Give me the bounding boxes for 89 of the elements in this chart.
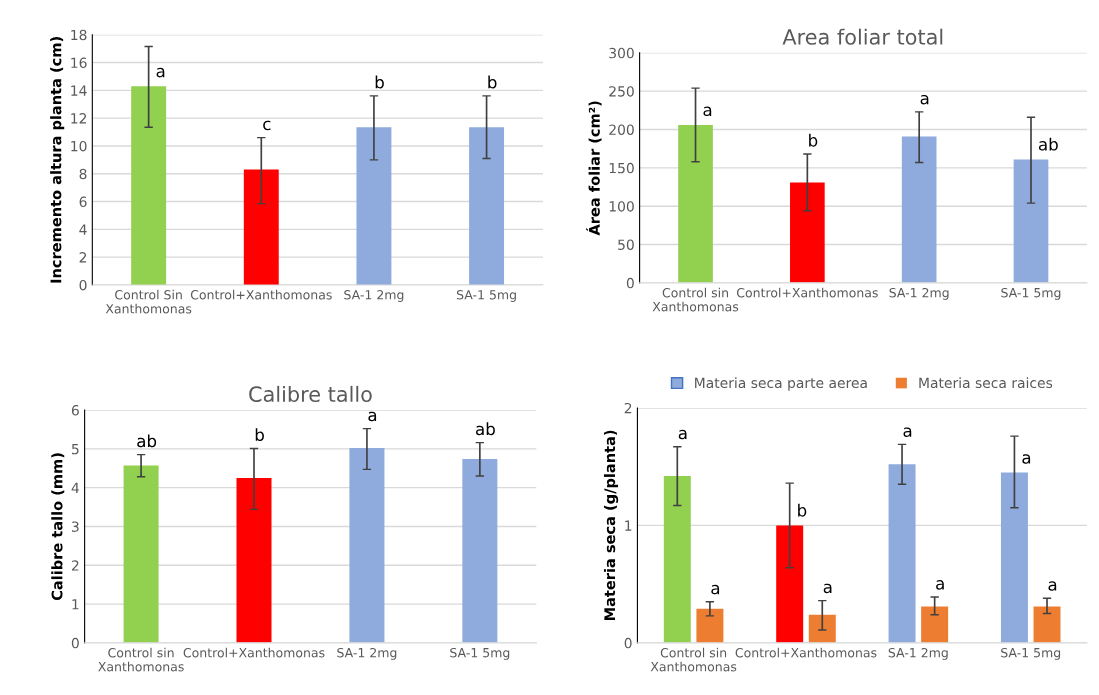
y-axis-title: Área foliar (cm²) [586,101,602,236]
annotation: a [703,106,712,117]
annotation: a [920,94,929,105]
annotation: ab [1038,137,1058,151]
annotation: a [823,583,832,594]
y-tick-label: 18 [71,29,87,41]
y-tick-label: 8 [79,168,87,180]
y-axis-title: Calibre tallo (mm) [51,453,65,601]
annotation: a [368,411,377,422]
x-tick-label: Control sin Xanthomonas [98,647,184,672]
y-tick-label: 16 [71,57,87,69]
y-tick-label: 1 [625,520,632,531]
bar [469,127,505,285]
y-tick-label: 100 [609,201,634,212]
y-tick-label: 0 [79,279,87,291]
annotation: ab [476,422,495,436]
bar [901,136,937,283]
x-tick-label: SA-1 2mg [344,290,404,302]
annotation: b [809,133,818,147]
y-tick-label: 5 [72,444,79,455]
annotation: a [711,584,720,595]
bar [1033,606,1061,643]
annotation: c [263,120,271,131]
x-tick-label: Control+Xanthomonas [736,287,878,298]
y-tick-label: 6 [71,405,79,416]
annotation: a [903,427,912,437]
x-tick-label: SA-1 5mg [1001,647,1061,660]
y-tick-label: 4 [79,224,87,235]
bar [1013,159,1049,283]
legend-label: Materia seca raices [919,377,1053,389]
y-tick-label: 0 [624,637,632,649]
y-tick-label: 2 [624,402,632,414]
bar [462,458,498,643]
bar [696,608,724,643]
bar [776,525,804,643]
y-tick-label: 4 [71,482,79,493]
y-tick-label: 300 [609,47,634,59]
bar [236,477,272,643]
bar [663,476,691,643]
annotation: ab [137,434,157,448]
y-axis-title: Materia seca (g/planta) [603,430,619,621]
annotation: a [678,429,687,440]
bar [888,464,916,643]
annotation: b [255,428,264,442]
x-tick-label: SA-1 2mg [889,287,949,300]
y-tick-label: 150 [609,162,634,174]
bar [131,86,167,285]
x-tick-label: Control Sin Xanthomonas [105,289,192,314]
annotation: a [1022,454,1031,464]
bar [349,448,385,643]
y-tick-label: 14 [71,85,87,96]
y-tick-label: 0 [71,637,79,649]
y-tick-label: 6 [79,196,87,208]
bar [808,614,836,643]
y-tick-label: 0 [626,277,634,289]
chart-title: Area foliar total [782,28,943,45]
annotation: b [375,75,384,89]
y-tick-label: 12 [71,113,87,124]
y-tick-label: 50 [618,239,634,250]
bar [356,127,392,285]
x-tick-label: Control+Xanthomonas [735,647,877,658]
x-tick-label: SA-1 2mg [337,647,397,660]
y-tick-label: 200 [609,124,634,135]
x-tick-label: SA-1 5mg [456,290,516,302]
y-axis-title: Incremento altura planta (cm) [50,37,65,283]
annotation: a [156,67,165,78]
chart-title: Calibre tallo [249,385,372,403]
x-tick-label: SA-1 5mg [1001,287,1061,300]
annotation: a [936,580,944,590]
bar [243,169,279,285]
bar [123,465,159,643]
y-tick-label: 3 [71,521,79,532]
bar [1000,472,1028,643]
annotation: b [798,503,807,517]
y-tick-label: 250 [609,86,634,97]
bar [678,124,713,283]
x-tick-label: SA-1 2mg [888,647,948,660]
annotation: b [488,75,497,89]
y-tick-label: 2 [71,560,79,571]
annotation: a [1048,581,1057,591]
y-tick-label: 1 [72,599,79,610]
y-tick-label: 2 [79,252,87,263]
y-tick-label: 10 [71,140,87,152]
bar [790,182,825,283]
bar [921,606,949,643]
x-tick-label: SA-1 5mg [450,647,510,660]
x-tick-label: Control+Xanthomonas [183,647,325,658]
legend-label: Materia seca parte aerea [695,377,867,391]
x-tick-label: Control+Xanthomonas [190,289,332,300]
